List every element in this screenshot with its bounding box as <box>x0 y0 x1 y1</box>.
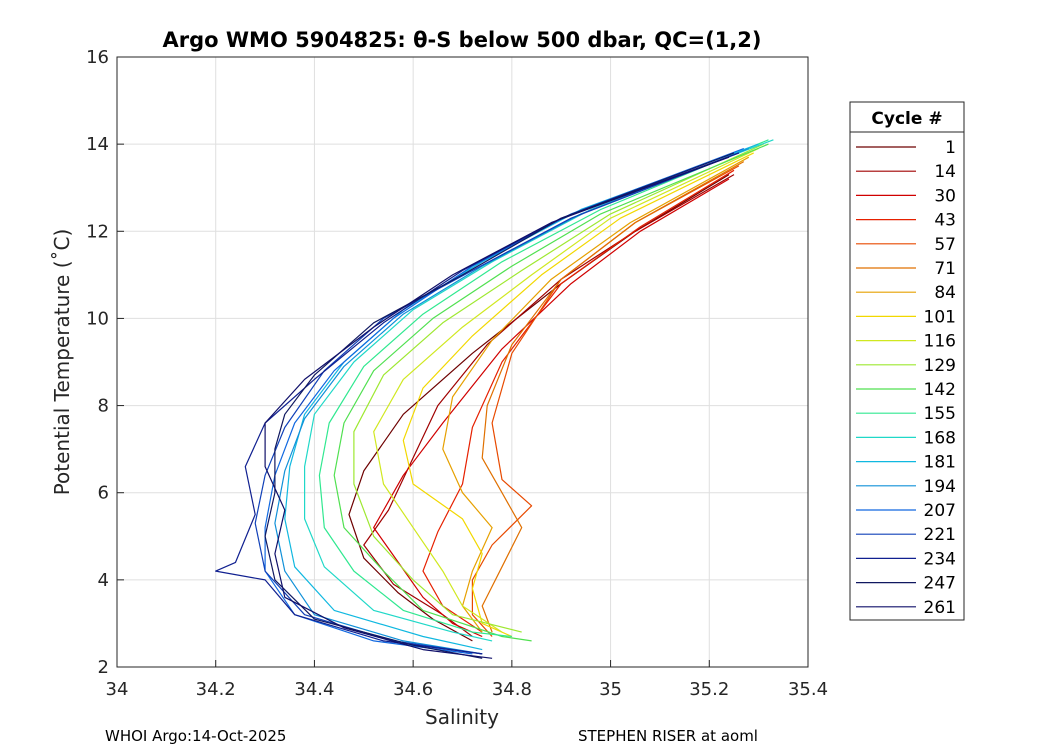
x-tick-label: 35.4 <box>788 679 828 700</box>
x-tick-label: 34 <box>106 679 129 700</box>
legend-label: 84 <box>934 283 956 303</box>
legend: Cycle # 11430435771841011161291421551681… <box>849 101 965 621</box>
series-line-cycle-247 <box>264 152 735 659</box>
series-line-cycle-43 <box>422 169 735 633</box>
legend-label: 261 <box>924 598 956 618</box>
series-line-cycle-181 <box>284 143 759 651</box>
chart-title: Argo WMO 5904825: θ-S below 500 dbar, QC… <box>163 28 762 52</box>
series-line-cycle-116 <box>373 147 759 633</box>
legend-label: 30 <box>934 186 956 206</box>
series-line-cycle-234 <box>215 152 740 655</box>
legend-label: 43 <box>934 211 956 231</box>
y-tick-label: 8 <box>98 396 109 417</box>
x-axis-label: Salinity <box>425 705 499 729</box>
series-line-cycle-101 <box>402 152 754 638</box>
legend-label: 1 <box>945 138 956 158</box>
legend-label: 142 <box>924 380 956 400</box>
footer-left: WHOI Argo:14-Oct-2025 <box>105 727 286 745</box>
legend-entries: 1 14 30 43 57 71 84 101 116 129 142 155 168 181 194 207… <box>856 138 956 618</box>
x-tick-label: 34.2 <box>196 679 236 700</box>
legend-label: 247 <box>924 574 956 594</box>
legend-label: 221 <box>924 525 956 545</box>
series-line-cycle-129 <box>353 143 764 633</box>
series-line-cycle-142 <box>333 143 769 642</box>
series-line-cycle-155 <box>318 139 769 638</box>
x-tick-label: 35 <box>599 679 622 700</box>
x-tick-label: 35.2 <box>689 679 729 700</box>
legend-label: 155 <box>924 404 956 424</box>
series-line-cycle-30 <box>373 178 730 638</box>
y-tick-label: 6 <box>98 483 109 504</box>
legend-label: 129 <box>924 356 956 376</box>
legend-label: 101 <box>924 307 956 327</box>
series-line-cycle-14 <box>363 174 735 637</box>
series-line-cycle-71 <box>481 161 745 633</box>
y-tick-label: 16 <box>86 47 109 68</box>
y-tick-label: 2 <box>98 657 109 678</box>
y-tick-label: 10 <box>86 308 109 329</box>
legend-label: 57 <box>934 235 956 255</box>
series-line-cycle-168 <box>304 139 774 642</box>
legend-label: 14 <box>934 162 956 182</box>
series-line-cycle-194 <box>274 147 750 655</box>
x-tick-label: 34.8 <box>492 679 532 700</box>
axes-box <box>116 56 809 668</box>
legend-label: 168 <box>924 428 956 448</box>
x-tick-label: 34.6 <box>393 679 433 700</box>
legend-title: Cycle # <box>871 109 942 129</box>
footer-right: STEPHEN RISER at aoml <box>578 727 758 745</box>
series-line-cycle-84 <box>442 156 750 633</box>
legend-label: 71 <box>934 259 956 279</box>
legend-label: 194 <box>924 477 956 497</box>
plot-area: 34 34.2 34.4 34.6 34.8 35 35.2 35.4 2 4 6 8 10 12 14 16 <box>86 47 828 700</box>
legend-label: 234 <box>924 549 956 569</box>
y-tick-label: 14 <box>86 134 109 155</box>
legend-label: 181 <box>924 453 956 473</box>
x-tick-label: 34.4 <box>294 679 334 700</box>
legend-label: 116 <box>924 332 956 352</box>
y-tick-label: 12 <box>86 221 109 242</box>
y-tick-label: 4 <box>98 570 109 591</box>
series-line-cycle-261 <box>264 156 730 659</box>
legend-label: 207 <box>924 501 956 521</box>
y-axis-label: Potential Temperature (˚C) <box>50 229 74 496</box>
